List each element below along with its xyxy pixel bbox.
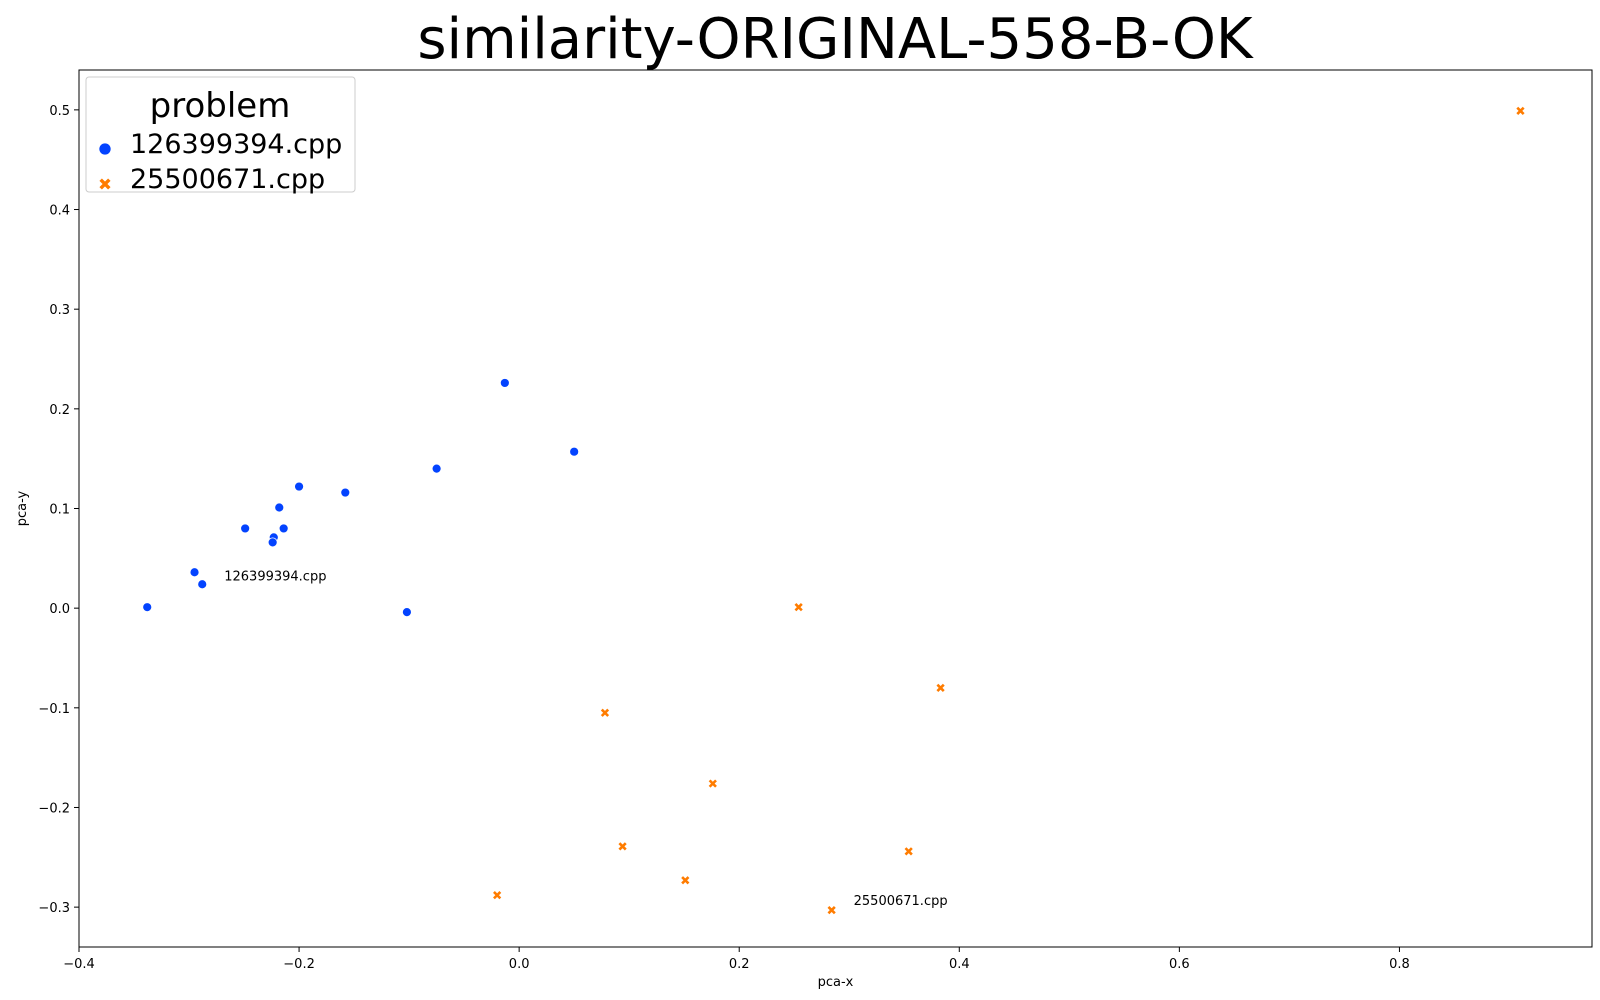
scatter-point	[189, 567, 200, 578]
scatter-point	[431, 463, 442, 474]
scatter-point	[569, 446, 580, 457]
legend-entries: 126399394.cpp 25500671.cpp	[98, 129, 342, 195]
scatter-point	[499, 378, 510, 388]
scatter-point	[294, 481, 304, 492]
scatter-point	[274, 502, 285, 513]
y-tick-label: 0.3	[49, 303, 70, 318]
legend: problem 126399394.cpp 25500671.cpp	[85, 76, 356, 195]
scatter-point	[618, 842, 627, 851]
legend-entry-label: 126399394.cpp	[130, 129, 342, 160]
x-tick-label: −0.4	[63, 957, 95, 972]
legend-title: problem	[150, 86, 291, 126]
x-tick-label: 0.2	[729, 957, 750, 972]
data-points	[142, 106, 1525, 915]
legend-entry-label: 25500671.cpp	[130, 164, 325, 195]
legend-box	[85, 76, 356, 193]
y-tick-label: 0.1	[49, 503, 70, 518]
y-axis: −0.3 −0.2 −0.1 0.0 0.1 0.2 0.3 0.4 0.5	[38, 104, 79, 916]
scatter-point	[267, 537, 278, 548]
scatter-point	[708, 779, 717, 788]
scatter-point	[827, 906, 836, 915]
scatter-point	[278, 523, 289, 534]
x-tick-label: 0.4	[949, 957, 970, 972]
point-annotations: 126399394.cpp 25500671.cpp	[224, 569, 947, 909]
x-tick-label: 0.6	[1169, 957, 1190, 972]
scatter-point	[1516, 106, 1525, 115]
plot-area	[78, 69, 1593, 948]
scatter-point	[98, 142, 112, 156]
scatter-point	[936, 683, 945, 693]
y-tick-label: −0.3	[38, 901, 70, 916]
y-tick-label: 0.0	[49, 602, 70, 617]
x-axis-label: pca-x	[818, 975, 854, 990]
y-tick-label: 0.4	[49, 204, 70, 219]
x-axis: −0.4 −0.2 0.0 0.2 0.4 0.6 0.8	[63, 947, 1410, 972]
y-axis-label: pca-y	[15, 490, 30, 526]
point-annotation: 25500671.cpp	[854, 894, 948, 909]
point-annotation: 126399394.cpp	[224, 569, 326, 584]
scatter-point	[493, 891, 502, 900]
x-tick-label: 0.0	[509, 957, 530, 972]
scatter-point	[240, 523, 251, 534]
y-tick-label: −0.1	[38, 702, 70, 717]
scatter-point	[402, 607, 412, 618]
y-tick-label: −0.2	[38, 801, 70, 816]
x-tick-label: 0.8	[1389, 957, 1410, 972]
scatter-point	[340, 487, 351, 498]
scatter-point	[600, 708, 610, 717]
scatter-point	[99, 178, 111, 190]
y-tick-label: 0.5	[49, 104, 70, 119]
chart-title: similarity-ORIGINAL-558-B-OK	[417, 7, 1254, 72]
scatter-point	[197, 579, 208, 590]
scatter-point	[142, 602, 153, 613]
scatter-point	[681, 876, 690, 885]
scatter-point	[794, 603, 803, 612]
scatter-point	[904, 847, 913, 856]
x-tick-label: −0.2	[283, 957, 315, 972]
y-tick-label: 0.2	[49, 403, 70, 418]
